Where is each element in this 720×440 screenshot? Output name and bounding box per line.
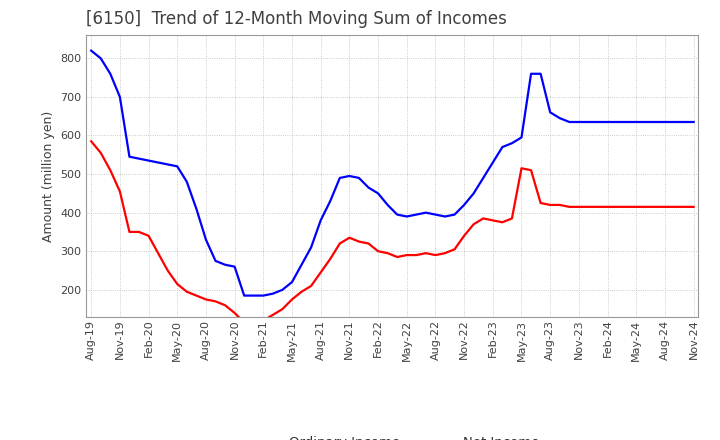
Line: Ordinary Income: Ordinary Income xyxy=(91,51,693,296)
Net Income xyxy=(163,268,172,273)
Net Income xyxy=(479,216,487,221)
Line: Net Income: Net Income xyxy=(91,141,693,325)
Ordinary Income xyxy=(479,175,487,180)
Y-axis label: Amount (million yen): Amount (million yen) xyxy=(42,110,55,242)
Ordinary Income xyxy=(431,212,440,217)
Ordinary Income xyxy=(393,212,402,217)
Net Income xyxy=(87,139,96,144)
Ordinary Income xyxy=(240,293,248,298)
Net Income xyxy=(488,218,497,223)
Ordinary Income xyxy=(87,48,96,53)
Net Income xyxy=(345,235,354,240)
Ordinary Income xyxy=(163,162,172,167)
Text: [6150]  Trend of 12-Month Moving Sum of Incomes: [6150] Trend of 12-Month Moving Sum of I… xyxy=(86,10,508,28)
Ordinary Income xyxy=(689,119,698,125)
Net Income xyxy=(393,254,402,260)
Legend: Ordinary Income, Net Income: Ordinary Income, Net Income xyxy=(240,430,545,440)
Net Income xyxy=(431,253,440,258)
Net Income xyxy=(689,204,698,209)
Ordinary Income xyxy=(345,173,354,179)
Net Income xyxy=(249,322,258,327)
Ordinary Income xyxy=(488,160,497,165)
